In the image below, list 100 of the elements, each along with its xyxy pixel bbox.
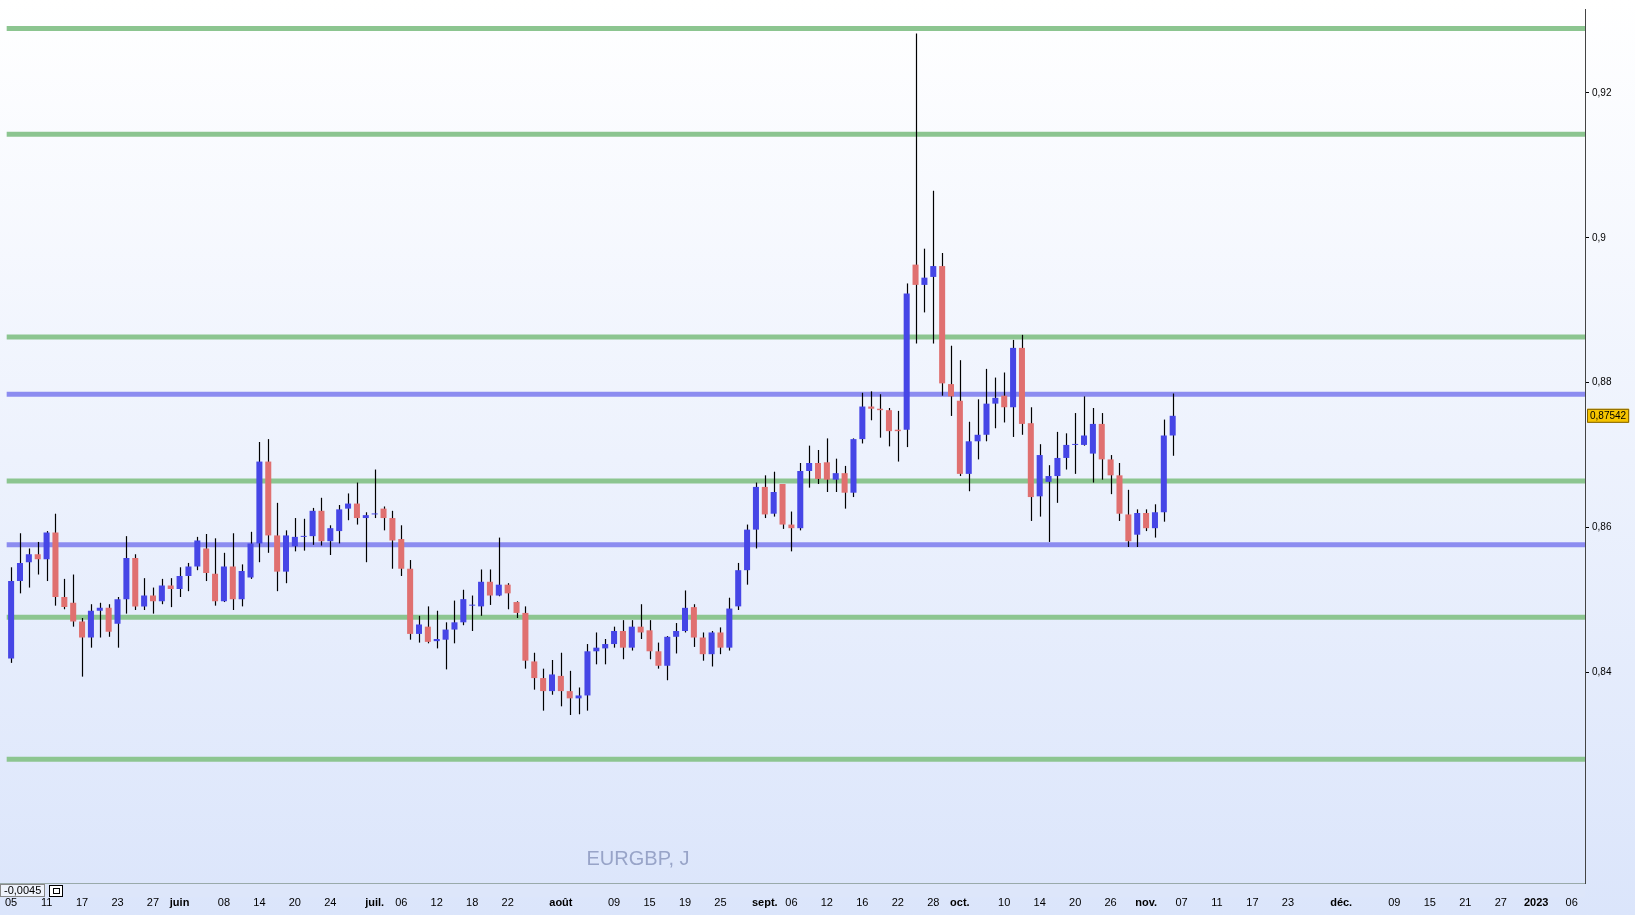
text: EURGBP, J — [586, 846, 690, 869]
candlestick — [673, 622, 680, 655]
candlestick — [70, 573, 77, 628]
candlestick — [327, 524, 334, 556]
x-tick-label: 20 — [288, 895, 301, 908]
x-tick-label: 2023 — [1523, 895, 1549, 908]
x-tick-label: 10 — [998, 895, 1011, 908]
candlestick — [832, 458, 839, 493]
candlestick — [1072, 412, 1079, 475]
candlestick — [61, 578, 68, 610]
candlestick — [885, 407, 892, 447]
candlestick — [433, 610, 440, 649]
candlestick — [1063, 432, 1070, 471]
x-tick-label: 22 — [891, 895, 904, 908]
candlestick — [79, 617, 86, 678]
x-tick-label: 08 — [217, 895, 231, 908]
candlestick — [1143, 508, 1150, 532]
candlestick — [602, 638, 609, 665]
candlestick — [504, 582, 511, 610]
candlestick — [646, 619, 653, 660]
x-tick-label: 06 — [395, 895, 408, 908]
candlestick — [424, 605, 431, 644]
candlestick — [770, 471, 777, 518]
candlestick — [105, 603, 112, 638]
candlestick — [34, 541, 41, 576]
candlestick — [389, 510, 396, 570]
x-tick-label: 14 — [253, 895, 266, 908]
candlestick — [167, 577, 174, 608]
x-tick-label: 14 — [1033, 895, 1046, 908]
x-tick-label: 17 — [1246, 895, 1259, 908]
x-tick-label: 28 — [927, 895, 940, 908]
x-tick-label: 27 — [146, 895, 160, 908]
y-tick-label: 0,84 — [1592, 666, 1612, 678]
candlestick — [681, 589, 689, 634]
x-tick-label: 09 — [607, 895, 621, 908]
x-tick-label: 15 — [1423, 895, 1436, 908]
text: -0,0045 — [0, 884, 46, 897]
x-tick-label: 15 — [643, 895, 656, 908]
x-tick-label: 17 — [75, 895, 89, 908]
candlestick — [380, 505, 387, 531]
candlestick — [655, 642, 662, 670]
x-tick-label: 24 — [324, 895, 337, 908]
y-tick-label: 0,9 — [1592, 231, 1607, 243]
x-tick-label: déc. — [1330, 895, 1353, 908]
candlestick — [806, 445, 813, 489]
candlestick — [185, 562, 192, 592]
candlestick — [628, 619, 635, 652]
candlestick — [815, 449, 822, 485]
y-tick-label: 0,88 — [1592, 376, 1612, 388]
candlestick — [25, 547, 32, 589]
candlestick — [912, 33, 919, 345]
candlestick — [717, 626, 724, 655]
candlestick — [460, 589, 467, 626]
x-tick-label: 26 — [1104, 895, 1117, 908]
x-tick-label: 12 — [430, 895, 443, 908]
candlestick — [158, 578, 165, 605]
candlestick — [540, 668, 547, 712]
candlestick — [548, 659, 556, 696]
x-tick-label: juil. — [364, 895, 385, 908]
x-tick-label: 25 — [714, 895, 727, 908]
candlestick — [930, 190, 937, 345]
candlestick — [362, 511, 369, 563]
candlestick — [948, 345, 955, 417]
x-tick-label: nov. — [1135, 895, 1157, 908]
candlestick — [353, 481, 360, 526]
candlestick — [371, 468, 378, 519]
y-tick-label: 0,86 — [1592, 521, 1612, 533]
x-tick-label: 07 — [1175, 895, 1188, 908]
candlestick — [1134, 508, 1141, 548]
candlestick — [921, 248, 928, 313]
candlestick — [415, 615, 423, 644]
x-tick-label: 16 — [856, 895, 869, 908]
candlestick — [96, 602, 103, 639]
candlestick — [611, 626, 618, 649]
x-tick-label: 19 — [678, 895, 692, 908]
x-tick-label: 22 — [501, 895, 514, 908]
y-tick-label: 0,92 — [1592, 86, 1612, 98]
candlestick — [495, 537, 502, 597]
candlestick — [974, 398, 981, 460]
candlestick — [345, 492, 352, 521]
x-tick-label: 27 — [1494, 895, 1507, 908]
candlestick — [1107, 454, 1114, 495]
candlestick — [841, 465, 848, 510]
candlestick — [557, 652, 564, 707]
candlestick — [1054, 431, 1061, 504]
candlestick — [141, 577, 148, 611]
candlestick — [868, 390, 875, 421]
candlestick — [176, 566, 183, 598]
x-tick-label: 23 — [1281, 895, 1295, 908]
candlestick — [300, 518, 307, 552]
candlestick — [451, 600, 458, 644]
x-tick-label: 12 — [820, 895, 833, 908]
candlestick — [708, 630, 715, 668]
candlestick — [575, 686, 582, 715]
candlestick — [1169, 392, 1176, 457]
candlestick — [1045, 464, 1052, 543]
x-tick-label: 23 — [111, 895, 124, 908]
candlestick — [336, 504, 343, 544]
x-tick-label: 05 — [4, 895, 18, 908]
x-tick-label: oct. — [950, 895, 970, 908]
